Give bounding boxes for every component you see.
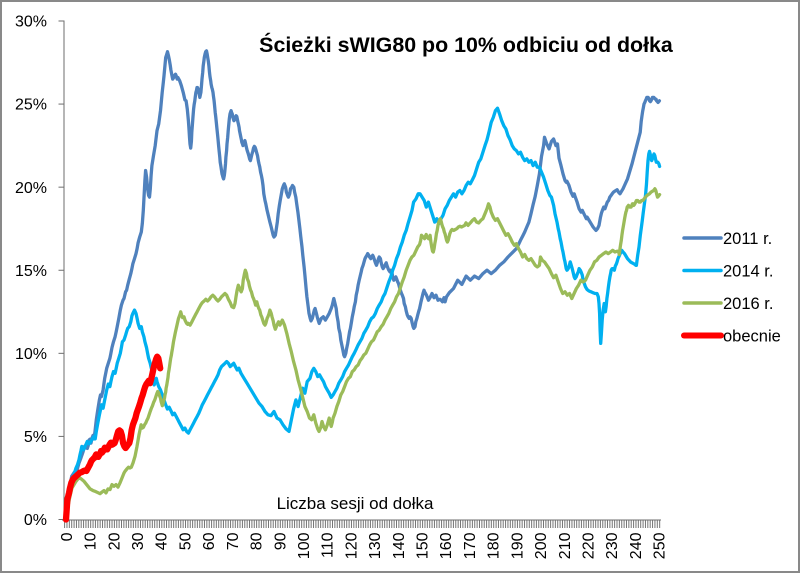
svg-text:90: 90	[272, 532, 289, 550]
svg-text:250: 250	[652, 532, 669, 559]
svg-text:0: 0	[59, 532, 76, 541]
svg-text:Liczba sesji od dołka: Liczba sesji od dołka	[277, 494, 434, 513]
svg-text:160: 160	[438, 532, 455, 559]
svg-text:210: 210	[557, 532, 574, 559]
svg-text:220: 220	[581, 532, 598, 559]
svg-text:170: 170	[462, 532, 479, 559]
svg-text:190: 190	[509, 532, 526, 559]
svg-text:30%: 30%	[15, 14, 47, 31]
svg-text:130: 130	[367, 532, 384, 559]
svg-text:230: 230	[604, 532, 621, 559]
svg-text:2016 r.: 2016 r.	[723, 295, 773, 313]
svg-text:10%: 10%	[15, 346, 47, 363]
svg-text:80: 80	[249, 532, 266, 550]
svg-text:0%: 0%	[24, 512, 47, 529]
svg-text:180: 180	[486, 532, 503, 559]
svg-text:70: 70	[225, 532, 242, 550]
svg-text:2014 r.: 2014 r.	[723, 262, 773, 280]
svg-text:Ścieżki sWIG80 po 10% odbiciu: Ścieżki sWIG80 po 10% odbiciu od dołka	[259, 32, 674, 57]
svg-text:240: 240	[628, 532, 645, 559]
svg-text:20%: 20%	[15, 180, 47, 197]
svg-text:60: 60	[201, 532, 218, 550]
svg-text:2011 r.: 2011 r.	[723, 230, 772, 248]
svg-text:5%: 5%	[24, 429, 47, 446]
svg-text:20: 20	[106, 532, 123, 550]
svg-text:50: 50	[177, 532, 194, 550]
svg-text:100: 100	[296, 532, 313, 559]
svg-text:obecnie: obecnie	[723, 327, 781, 345]
svg-text:140: 140	[391, 532, 408, 559]
svg-text:25%: 25%	[15, 97, 47, 114]
svg-text:150: 150	[415, 532, 432, 559]
svg-text:110: 110	[320, 532, 337, 558]
svg-text:30: 30	[130, 532, 147, 550]
svg-text:10: 10	[83, 532, 100, 550]
svg-text:200: 200	[533, 532, 550, 559]
svg-text:40: 40	[154, 532, 171, 550]
svg-text:15%: 15%	[15, 263, 47, 280]
svg-text:120: 120	[343, 532, 360, 559]
